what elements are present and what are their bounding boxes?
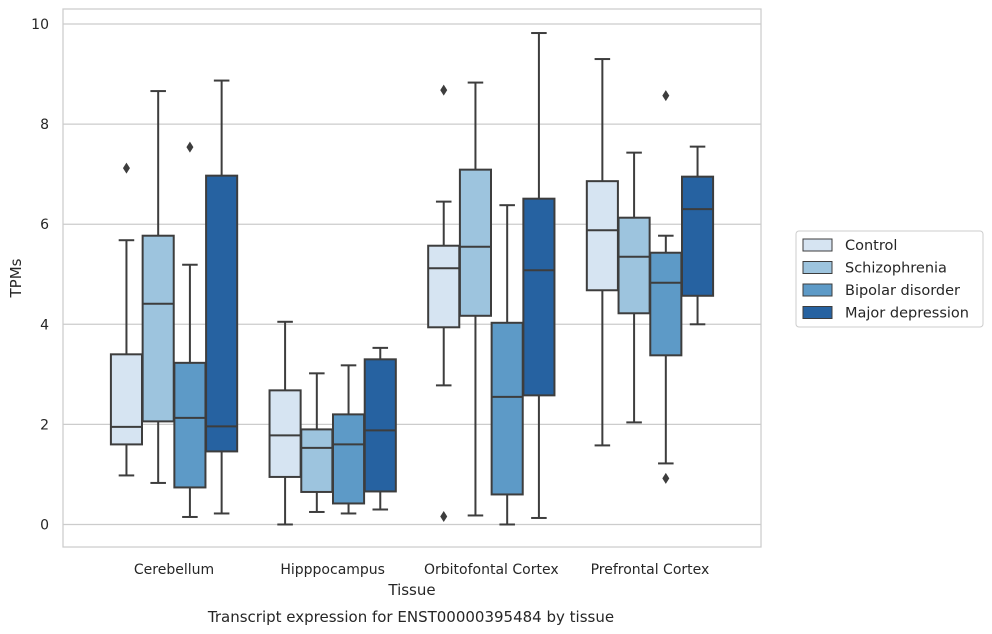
y-tick-label: 2	[40, 417, 49, 433]
legend-swatch	[802, 283, 833, 297]
box-control	[427, 84, 461, 522]
box-major-depression	[363, 346, 397, 511]
box-body	[109, 353, 144, 446]
legend-frame	[795, 230, 984, 328]
legend-swatch	[802, 261, 833, 274]
box-body	[331, 413, 366, 505]
outlier-point	[440, 84, 448, 96]
box-body	[490, 321, 524, 496]
outlier-point	[122, 162, 130, 174]
legend: Control Schizophrenia Bipolar disorder Majo…	[795, 230, 984, 328]
y-axis-title: TPMs	[7, 258, 25, 298]
x-tick-label: Prefrontal Cortex	[591, 562, 710, 578]
legend-swatch	[802, 306, 833, 319]
box-body	[680, 175, 715, 297]
x-axis-title: Tissue	[387, 581, 435, 599]
x-tick-labels: Cerebellum Hipppocampus Orbitofontal Corte…	[134, 562, 709, 578]
box-body	[268, 389, 302, 478]
x-tick-label: Orbitofontal Cortex	[424, 562, 559, 578]
outlier-point	[662, 472, 670, 484]
box-body	[205, 174, 239, 453]
box-body	[617, 216, 651, 315]
box-body	[649, 251, 683, 357]
legend-label: Major depression	[845, 306, 969, 322]
box-layer	[109, 32, 715, 526]
box-body	[173, 361, 207, 489]
legend-label: Control	[845, 238, 897, 254]
y-tick-labels: 0 2 4 6 8 10	[31, 17, 49, 533]
box-major-depression	[680, 145, 715, 326]
legend-entries: Control Schizophrenia Bipolar disorder Majo…	[802, 238, 969, 322]
box-major-depression	[522, 32, 556, 519]
plot-frame	[62, 8, 762, 548]
legend-swatch	[802, 238, 833, 252]
box-schizophrenia	[141, 90, 175, 484]
legend-label: Schizophrenia	[845, 261, 947, 277]
legend-label: Bipolar disorder	[845, 283, 960, 299]
box-body	[522, 197, 556, 397]
box-body	[363, 358, 397, 493]
y-tick-label: 10	[31, 17, 49, 33]
x-tick-label: Hipppocampus	[280, 562, 385, 578]
y-tick-label: 6	[40, 217, 49, 233]
y-tick-label: 8	[40, 117, 49, 133]
box-major-depression	[205, 79, 239, 515]
box-body	[458, 168, 493, 317]
y-tick-label: 0	[40, 517, 49, 533]
box-body	[427, 244, 461, 329]
y-tick-label: 4	[40, 317, 49, 333]
chart-caption: Transcript expression for ENST0000039548…	[207, 608, 614, 626]
box-schizophrenia	[617, 151, 651, 424]
box-body	[141, 234, 175, 423]
outlier-point	[662, 90, 670, 102]
box-bipolar-disorder	[331, 364, 366, 515]
box-bipolar-disorder	[649, 90, 683, 484]
box-body	[300, 428, 334, 493]
outlier-point	[186, 141, 194, 153]
box-body	[585, 180, 619, 292]
x-tick-label: Cerebellum	[134, 562, 214, 578]
box-bipolar-disorder	[490, 204, 524, 526]
outlier-point	[440, 510, 448, 522]
box-control	[268, 320, 302, 526]
box-schizophrenia	[458, 81, 493, 517]
